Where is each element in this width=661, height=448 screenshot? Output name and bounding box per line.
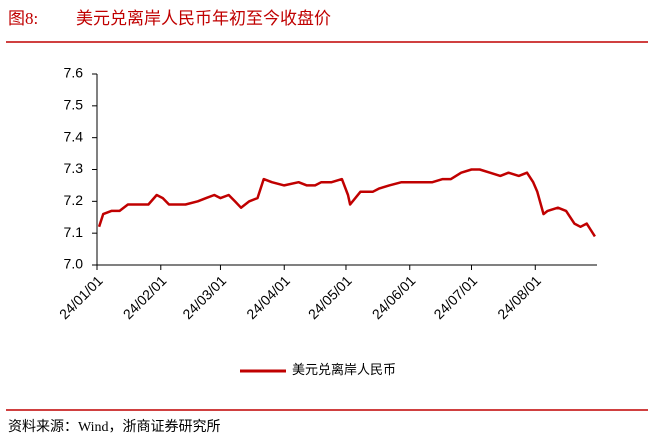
chart-title: 美元兑离岸人民币年初至今收盘价 xyxy=(76,9,331,28)
source: 资料来源：Wind，浙商证券研究所 xyxy=(8,419,221,435)
y-tick-label: 7.6 xyxy=(64,65,84,81)
legend-label: 美元兑离岸人民币 xyxy=(292,362,396,377)
y-tick-label: 7.1 xyxy=(64,224,84,240)
x-tick-label: 24/06/01 xyxy=(369,272,419,322)
y-tick-label: 7.0 xyxy=(64,256,84,272)
figure-label: 图8: xyxy=(8,9,38,28)
y-tick-label: 7.2 xyxy=(64,192,84,208)
x-tick-label: 24/02/01 xyxy=(120,272,170,322)
x-tick-label: 24/01/01 xyxy=(56,272,106,322)
x-tick-label: 24/04/01 xyxy=(243,272,293,322)
x-tick-label: 24/05/01 xyxy=(305,272,355,322)
x-tick-label: 24/07/01 xyxy=(430,272,480,322)
y-tick-label: 7.5 xyxy=(64,97,84,113)
x-tick-label: 24/03/01 xyxy=(179,272,229,322)
x-tick-label: 24/08/01 xyxy=(494,272,544,322)
y-tick-label: 7.4 xyxy=(64,128,84,144)
data-line xyxy=(97,168,596,238)
y-tick-label: 7.3 xyxy=(64,160,84,176)
